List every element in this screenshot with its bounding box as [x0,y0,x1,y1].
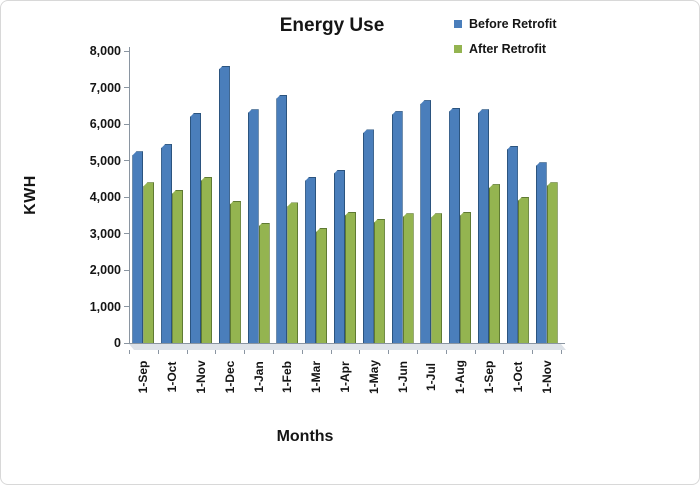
x-tick-mark [273,350,274,354]
y-tick-label: 5,000 [89,153,121,168]
bar-after-1-Sep [143,182,155,343]
y-tick-label: 8,000 [89,44,121,58]
x-category-label: 1-May [366,359,381,395]
y-tick-mark [124,160,129,161]
bar-before-1-Jun [391,111,403,343]
legend-swatch-after-icon [454,45,462,53]
bar-after-1-Nov [201,176,212,343]
x-category-label: 1-Jan [251,361,266,393]
x-axis-title: Months [276,428,334,445]
x-tick-mark [561,350,562,354]
x-category-label: 1-Dec [222,360,237,394]
plot-area: 0 1,000 2,000 3,000 4,000 5,000 6,000 7,000 8,00… [90,44,561,394]
x-tick-mark [157,350,159,354]
y-tick-mark [124,50,129,52]
x-category-label: 1-Jun [395,360,410,394]
y-axis-line [129,47,130,343]
x-category-label: 1-Jul [424,362,439,392]
axis-floor [129,344,566,350]
y-tick-mark [124,342,129,344]
bar-after-1-Jul [431,213,443,343]
bar-after-1-Jan [258,222,270,343]
bar-before-1-Oct [506,145,518,343]
y-tick-mark [124,233,129,234]
bar-before-1-Nov [190,113,201,343]
legend-item-before: Before Retrofit [454,17,557,31]
x-category-label: 1-Sep [482,360,496,394]
bar-after-1-Dec [229,200,241,343]
y-tick-mark [124,196,129,198]
bar-after-1-Feb [287,202,299,343]
bar-before-1-Apr [334,169,345,343]
legend-item-after: After Retrofit [454,42,557,56]
x-tick-mark [417,350,418,354]
x-tick-mark [474,350,476,354]
bar-before-1-Jan [247,109,259,343]
y-tick-mark [124,306,129,307]
x-category-label: 1-Sep [136,360,151,394]
bar-after-1-Oct [517,197,529,343]
bar-before-1-Aug [449,107,461,343]
bar-before-1-May [362,129,374,343]
bar-before-1-Nov [535,162,547,343]
x-category-label: 1-Apr [338,361,352,393]
bar-after-1-Oct [172,189,184,343]
x-tick-mark [503,350,505,354]
y-tick-mark [124,87,129,88]
x-tick-mark [129,350,130,354]
x-category-label: 1-Oct [165,361,180,393]
x-tick-mark [388,350,390,354]
y-tick-label: 4,000 [89,190,121,204]
x-tick-mark [215,350,217,354]
x-category-label: 1-Oct [510,361,525,393]
x-category-label: 1-Aug [453,360,468,394]
legend: Before Retrofit After Retrofit [454,17,557,56]
x-tick-mark [359,350,361,354]
x-tick-mark [330,350,332,354]
x-category-label: 1-Nov [539,360,554,394]
bar-after-1-Apr [345,211,356,343]
y-tick-label: 3,000 [89,226,121,241]
x-axis-line [129,343,565,344]
bar-before-1-Sep [132,151,144,343]
bar-after-1-Mar [316,228,328,343]
y-tick-label: 7,000 [89,80,121,95]
bar-before-1-Jul [420,100,432,343]
y-tick-mark [124,269,129,271]
bar-after-1-Sep [489,184,500,343]
x-category-label: 1-Nov [194,360,208,394]
bar-after-1-Jun [402,213,414,343]
bar-before-1-Sep [478,109,489,343]
bar-after-1-Nov [546,182,558,343]
bar-after-1-May [373,218,385,343]
y-tick-label: 0 [114,336,121,350]
y-tick-label: 2,000 [89,263,121,277]
chart-title: Energy Use [279,15,385,36]
y-tick-label: 1,000 [89,299,121,314]
bar-before-1-Mar [305,176,317,343]
x-tick-mark [532,350,534,354]
legend-swatch-before-icon [454,20,462,28]
bar-before-1-Feb [276,94,288,343]
y-tick-label: 6,000 [89,117,121,131]
bar-before-1-Dec [218,65,230,343]
x-category-label: 1-Feb [280,360,295,394]
x-tick-mark [186,350,188,354]
y-tick-mark [124,123,129,125]
bar-before-1-Oct [161,144,173,343]
x-tick-mark [301,350,303,354]
x-category-label: 1-Mar [309,360,324,394]
x-tick-mark [445,350,447,354]
bar-after-1-Aug [460,211,472,343]
legend-label-after: After Retrofit [469,42,547,56]
y-axis-title: KWH [22,175,39,215]
x-tick-mark [244,350,246,354]
legend-label-before: Before Retrofit [469,17,557,31]
